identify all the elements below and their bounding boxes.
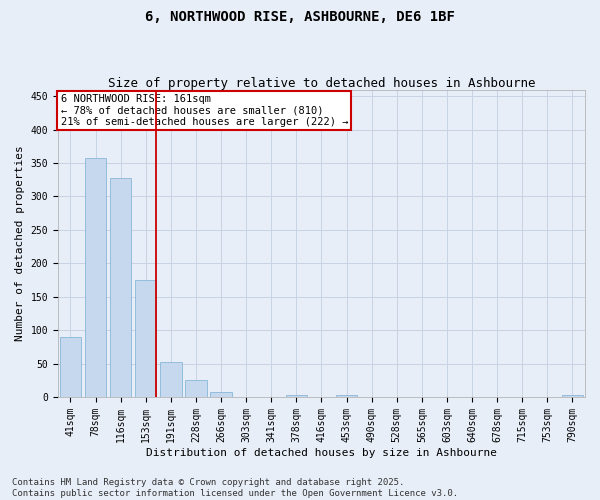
X-axis label: Distribution of detached houses by size in Ashbourne: Distribution of detached houses by size … (146, 448, 497, 458)
Bar (135, 280, 157, 397)
Bar (562, 395, 583, 397)
Y-axis label: Number of detached properties: Number of detached properties (15, 146, 25, 341)
Bar (286, 395, 307, 397)
Bar (185, 380, 206, 397)
Title: Size of property relative to detached houses in Ashbourne: Size of property relative to detached ho… (108, 76, 535, 90)
Bar (85, 158, 106, 397)
Bar (336, 395, 357, 397)
Text: 6, NORTHWOOD RISE, ASHBOURNE, DE6 1BF: 6, NORTHWOOD RISE, ASHBOURNE, DE6 1BF (145, 10, 455, 24)
Text: Contains HM Land Registry data © Crown copyright and database right 2025.
Contai: Contains HM Land Registry data © Crown c… (12, 478, 458, 498)
Bar (211, 392, 232, 397)
Bar (110, 178, 131, 397)
Text: 6 NORTHWOOD RISE: 161sqm
← 78% of detached houses are smaller (810)
21% of semi-: 6 NORTHWOOD RISE: 161sqm ← 78% of detach… (61, 94, 348, 128)
Bar (60, 337, 81, 397)
Bar (160, 362, 182, 397)
